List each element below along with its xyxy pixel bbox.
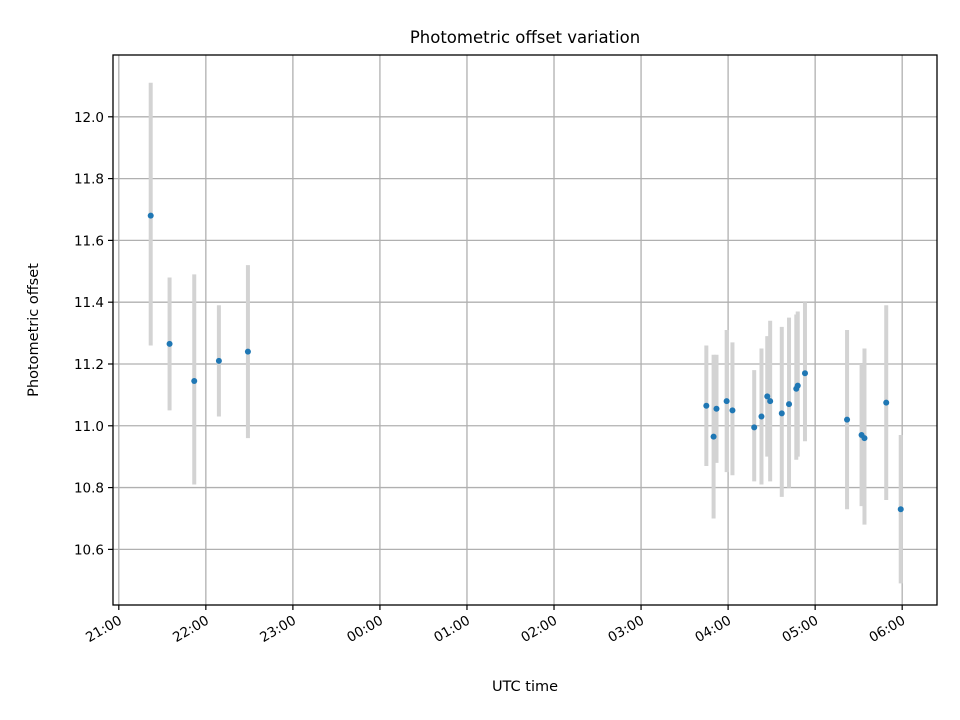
x-tick-label: 00:00 (344, 613, 386, 646)
data-point (897, 506, 904, 513)
data-point (710, 433, 717, 440)
y-tick-label: 11.4 (74, 295, 104, 311)
data-point (861, 435, 868, 442)
x-axis-ticks: 21:00 22:00 23:00 00:00 01:00 02:00 03:00 04:00… (83, 605, 908, 646)
data-point (844, 416, 851, 423)
x-tick-label: 02:00 (518, 613, 560, 646)
data-point (703, 402, 710, 409)
x-tick-label: 05:00 (779, 613, 821, 646)
data-point (729, 407, 736, 414)
y-tick-label: 11.2 (74, 357, 104, 373)
x-tick-label: 04:00 (692, 613, 734, 646)
y-tick-label: 10.8 (74, 481, 104, 497)
y-axis-label: Photometric offset (26, 263, 42, 397)
data-point (883, 399, 890, 406)
y-tick-label: 10.6 (74, 542, 104, 558)
x-tick-label: 03:00 (605, 613, 647, 646)
data-point (778, 410, 785, 417)
data-point (801, 370, 808, 377)
data-point (764, 393, 771, 400)
x-axis-label: UTC time (492, 679, 558, 695)
x-tick-label: 21:00 (83, 613, 125, 646)
data-point (723, 398, 730, 405)
data-point (751, 424, 758, 431)
y-tick-label: 12.0 (74, 110, 104, 126)
data-point (713, 405, 720, 412)
y-tick-label: 11.8 (74, 172, 104, 188)
data-point (191, 377, 198, 384)
plot-frame (112, 54, 938, 606)
x-tick-label: 23:00 (257, 613, 299, 646)
data-point (786, 401, 793, 408)
y-tick-label: 11.0 (74, 419, 104, 435)
x-tick-label: 22:00 (170, 613, 212, 646)
data-point (215, 357, 222, 364)
error-bars (148, 82, 903, 584)
data-point (758, 413, 765, 420)
y-axis-ticks: 10.6 10.8 11.0 11.2 11.4 11.6 11.8 12.0 (74, 110, 113, 558)
chart-title: Photometric offset variation (410, 28, 640, 47)
data-point (244, 348, 251, 355)
grid-lines (113, 55, 937, 605)
x-tick-label: 06:00 (866, 613, 908, 646)
data-point (767, 398, 774, 405)
y-tick-label: 11.6 (74, 233, 104, 249)
data-point (147, 212, 154, 219)
x-tick-label: 01:00 (431, 613, 473, 646)
data-points (147, 212, 904, 513)
data-point (794, 382, 801, 389)
data-point (166, 340, 173, 347)
